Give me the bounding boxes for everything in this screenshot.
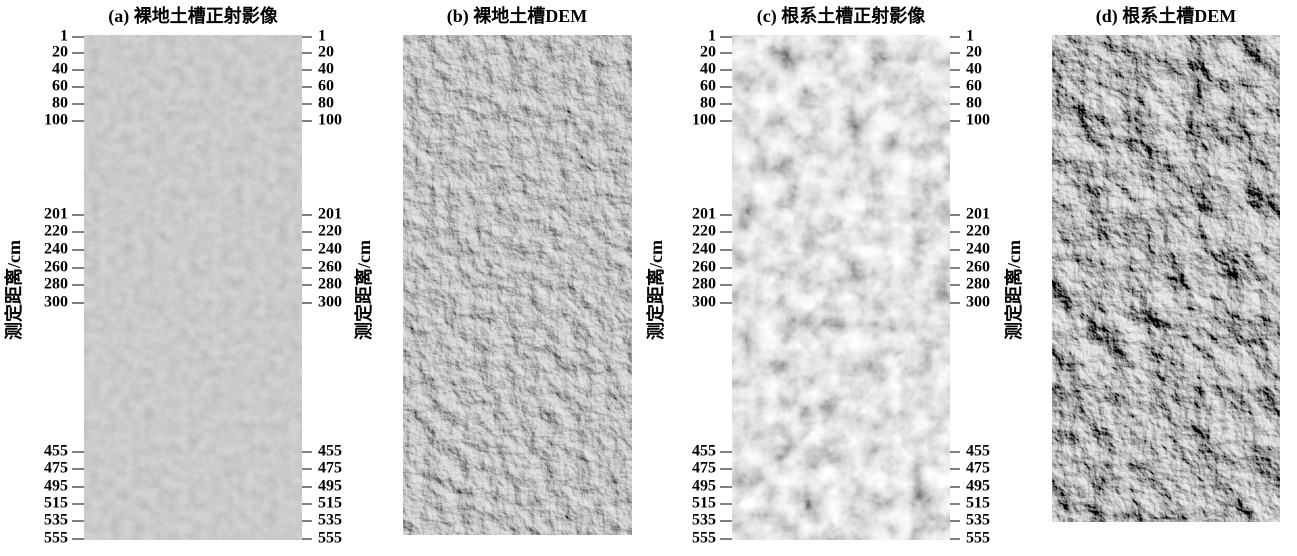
y-axis-label: 测定距离/cm — [353, 240, 374, 340]
tick-label: 455 — [692, 443, 716, 460]
tick-label: 515 — [966, 495, 990, 512]
panel-title: (a) 裸地土槽正射影像 — [108, 5, 278, 27]
tick-label: 40 — [966, 61, 982, 78]
root-dem-image — [1052, 35, 1280, 522]
tick-label: 475 — [318, 460, 342, 477]
tick-label: 60 — [318, 78, 334, 95]
tick-label: 300 — [966, 294, 990, 311]
tick-label: 240 — [44, 241, 68, 258]
tick-label: 455 — [318, 443, 342, 460]
tick-label: 100 — [692, 112, 716, 129]
tick-label: 260 — [692, 259, 716, 276]
tick-label: 201 — [966, 206, 990, 223]
tick-label: 300 — [692, 294, 716, 311]
tick-label: 280 — [966, 276, 990, 293]
tick-label: 515 — [44, 495, 68, 512]
tick-label: 240 — [966, 241, 990, 258]
tick-label: 20 — [700, 44, 716, 61]
tick-label: 260 — [44, 259, 68, 276]
tick-label: 1 — [60, 28, 68, 45]
tick-label: 300 — [318, 294, 342, 311]
tick-label: 240 — [692, 241, 716, 258]
tick-label: 40 — [318, 61, 334, 78]
tick-label: 555 — [966, 530, 990, 547]
tick-label: 80 — [52, 95, 68, 112]
tick-label: 475 — [44, 460, 68, 477]
bare-ortho-image — [84, 35, 302, 540]
tick-label: 220 — [692, 223, 716, 240]
tick-label: 535 — [318, 512, 342, 529]
tick-label: 455 — [966, 443, 990, 460]
tick-label: 300 — [44, 294, 68, 311]
tick-label: 240 — [318, 241, 342, 258]
tick-label: 201 — [318, 206, 342, 223]
panel-title: (d) 根系土槽DEM — [1096, 5, 1237, 27]
tick-label: 100 — [44, 112, 68, 129]
tick-label: 280 — [318, 276, 342, 293]
panel-title: (c) 根系土槽正射影像 — [757, 5, 926, 27]
tick-label: 535 — [44, 512, 68, 529]
tick-label: 455 — [44, 443, 68, 460]
tick-label: 1 — [966, 28, 974, 45]
tick-label: 220 — [44, 223, 68, 240]
tick-label: 495 — [966, 478, 990, 495]
tick-label: 80 — [700, 95, 716, 112]
tick-label: 1 — [318, 28, 326, 45]
tick-label: 20 — [966, 44, 982, 61]
tick-label: 515 — [318, 495, 342, 512]
tick-label: 40 — [700, 61, 716, 78]
tick-label: 60 — [700, 78, 716, 95]
y-axis-label: 测定距离/cm — [3, 240, 24, 340]
page: {"panels": [ {"title": "(a) 裸地土槽正射影像", "… — [0, 0, 1297, 551]
tick-label: 495 — [318, 478, 342, 495]
tick-label: 535 — [966, 512, 990, 529]
tick-label: 60 — [52, 78, 68, 95]
tick-label: 535 — [692, 512, 716, 529]
tick-label: 201 — [44, 206, 68, 223]
tick-label: 100 — [966, 112, 990, 129]
tick-label: 280 — [692, 276, 716, 293]
tick-label: 515 — [692, 495, 716, 512]
tick-label: 555 — [318, 530, 342, 547]
tick-label: 1 — [708, 28, 716, 45]
tick-label: 495 — [692, 478, 716, 495]
y-axis-label: 测定距离/cm — [645, 240, 666, 340]
tick-label: 40 — [52, 61, 68, 78]
y-axis-label: 测定距离/cm — [1003, 240, 1024, 340]
tick-label: 555 — [692, 530, 716, 547]
tick-label: 100 — [318, 112, 342, 129]
tick-label: 20 — [318, 44, 334, 61]
tick-label: 80 — [318, 95, 334, 112]
tick-label: 475 — [966, 460, 990, 477]
tick-label: 260 — [966, 259, 990, 276]
root-ortho-image — [732, 35, 950, 540]
tick-label: 20 — [52, 44, 68, 61]
tick-label: 220 — [966, 223, 990, 240]
tick-label: 555 — [44, 530, 68, 547]
tick-label: 260 — [318, 259, 342, 276]
tick-label: 80 — [966, 95, 982, 112]
tick-label: 280 — [44, 276, 68, 293]
figure: (a) 裸地土槽正射影像测定距离/cm (b) 裸地土槽DEM 测定距离/cm (c)… — [0, 0, 1297, 551]
panel-title: (b) 裸地土槽DEM — [447, 5, 588, 27]
tick-label: 60 — [966, 78, 982, 95]
bare-dem-image — [403, 35, 632, 535]
tick-label: 475 — [692, 460, 716, 477]
tick-label: 220 — [318, 223, 342, 240]
tick-label: 495 — [44, 478, 68, 495]
tick-label: 201 — [692, 206, 716, 223]
